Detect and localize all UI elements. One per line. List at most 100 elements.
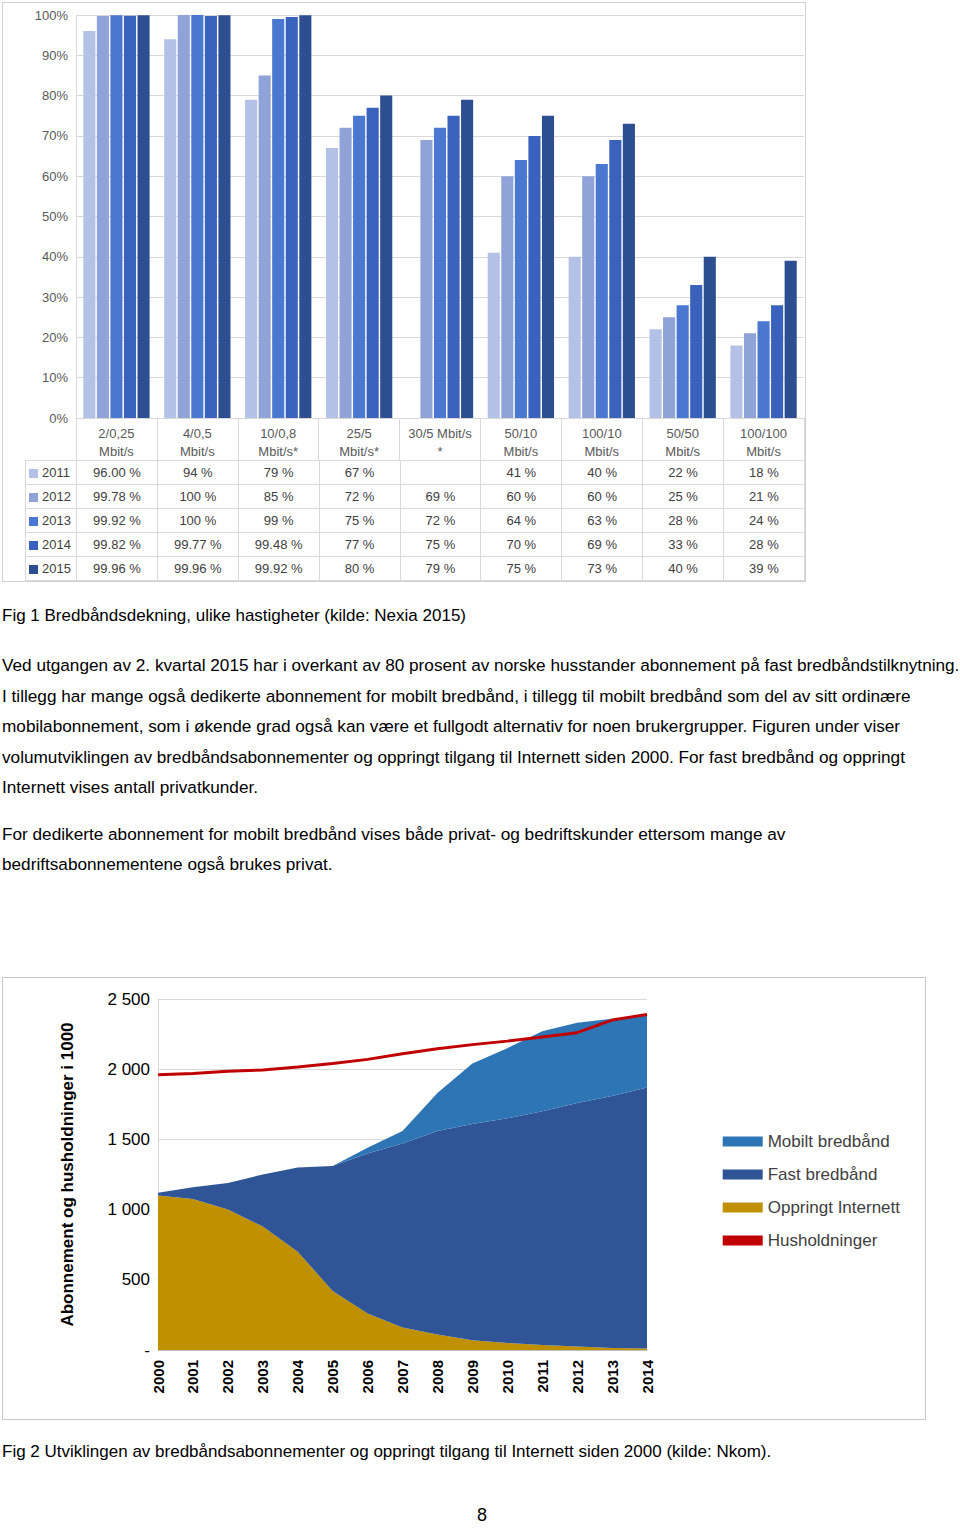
html-text:75 %: 75 % bbox=[425, 537, 456, 552]
html-text:Fig 2 Utviklingen av bredbånds: Fig 2 Utviklingen av bredbåndsabonnement… bbox=[2, 1442, 772, 1461]
html-text:99.78 %: 99.78 % bbox=[93, 489, 141, 504]
svg-text:2003: 2003 bbox=[254, 1360, 271, 1393]
html-text:Fig 1 Bredbåndsdekning, ulike: Fig 1 Bredbåndsdekning, ulike hastighete… bbox=[2, 606, 466, 625]
svg-text:40%: 40% bbox=[42, 249, 68, 264]
svg-text:Mbit/s: Mbit/s bbox=[504, 444, 539, 459]
html-text:94 %: 94 % bbox=[183, 465, 213, 480]
svg-text:2 000: 2 000 bbox=[107, 1060, 150, 1079]
html-text:25 %: 25 % bbox=[668, 489, 698, 504]
svg-text:-: - bbox=[144, 1341, 150, 1360]
svg-text:100%: 100% bbox=[35, 8, 69, 23]
svg-text:50/50: 50/50 bbox=[666, 426, 699, 441]
svg-text:2/0,25: 2/0,25 bbox=[98, 426, 134, 441]
svg-text:2011: 2011 bbox=[534, 1360, 551, 1393]
html-text:24 %: 24 % bbox=[749, 513, 779, 528]
svg-text:50%: 50% bbox=[42, 209, 68, 224]
html-text:99.82 %: 99.82 % bbox=[93, 537, 141, 552]
svg-text:2012: 2012 bbox=[569, 1360, 586, 1393]
svg-text:Fast bredbånd: Fast bredbånd bbox=[768, 1165, 878, 1184]
svg-text:Abonnement og husholdninger i: Abonnement og husholdninger i 1000 bbox=[58, 1022, 77, 1326]
svg-text:2 500: 2 500 bbox=[107, 990, 150, 1009]
svg-text:Mobilt bredbånd: Mobilt bredbånd bbox=[768, 1132, 890, 1151]
svg-text:Mbit/s: Mbit/s bbox=[746, 444, 781, 459]
svg-text:2007: 2007 bbox=[394, 1360, 411, 1393]
html-text:2013: 2013 bbox=[42, 513, 71, 528]
html-text:60 %: 60 % bbox=[506, 489, 537, 504]
svg-text:2001: 2001 bbox=[184, 1360, 201, 1393]
html-text:33 %: 33 % bbox=[668, 537, 698, 552]
svg-text:10%: 10% bbox=[42, 370, 68, 385]
svg-text:Mbit/s: Mbit/s bbox=[584, 444, 619, 459]
svg-text:2008: 2008 bbox=[429, 1360, 446, 1393]
svg-text:100/10: 100/10 bbox=[582, 426, 622, 441]
html-text:18 %: 18 % bbox=[749, 465, 779, 480]
html-text:For dedikerte abonnement for m: For dedikerte abonnement for mobilt bred… bbox=[2, 823, 786, 874]
svg-text:2002: 2002 bbox=[219, 1360, 236, 1393]
svg-text:80%: 80% bbox=[42, 88, 68, 103]
svg-text:2014: 2014 bbox=[639, 1359, 656, 1393]
svg-text:0%: 0% bbox=[49, 411, 68, 426]
svg-text:2004: 2004 bbox=[289, 1359, 306, 1393]
html-text:96.00 %: 96.00 % bbox=[93, 465, 141, 480]
html-text:40 %: 40 % bbox=[587, 465, 617, 480]
html-text:99 %: 99 % bbox=[263, 513, 294, 528]
html-text:99.48 %: 99.48 % bbox=[254, 537, 303, 552]
html-text:99.92 %: 99.92 % bbox=[93, 513, 141, 528]
svg-text:2009: 2009 bbox=[464, 1360, 481, 1393]
svg-text:2010: 2010 bbox=[499, 1360, 516, 1393]
svg-text:2000: 2000 bbox=[150, 1360, 167, 1393]
html-text:2012: 2012 bbox=[42, 489, 71, 504]
html-text:69 %: 69 % bbox=[425, 489, 456, 504]
html-text:99.77 %: 99.77 % bbox=[174, 537, 222, 552]
svg-text:500: 500 bbox=[122, 1270, 150, 1289]
svg-text:2005: 2005 bbox=[324, 1360, 341, 1393]
svg-text:60%: 60% bbox=[42, 169, 68, 184]
html-text:60 %: 60 % bbox=[587, 489, 617, 504]
html-text:28 %: 28 % bbox=[749, 537, 779, 552]
html-text:2014: 2014 bbox=[42, 537, 71, 552]
svg-text:10/0,8: 10/0,8 bbox=[260, 426, 296, 441]
svg-text:Oppringt Internett: Oppringt Internett bbox=[768, 1198, 901, 1217]
svg-text:Husholdninger: Husholdninger bbox=[768, 1231, 878, 1250]
svg-text:2013: 2013 bbox=[604, 1360, 621, 1393]
html-text:70 %: 70 % bbox=[506, 537, 537, 552]
svg-text:Mbit/s: Mbit/s bbox=[180, 444, 215, 459]
svg-text:Mbit/s*: Mbit/s* bbox=[339, 444, 379, 459]
svg-text:1 500: 1 500 bbox=[107, 1130, 150, 1149]
html-text:64 %: 64 % bbox=[506, 513, 537, 528]
html-text:28 %: 28 % bbox=[668, 513, 698, 528]
svg-text:25/5: 25/5 bbox=[346, 426, 371, 441]
html-text:41 %: 41 % bbox=[506, 465, 537, 480]
html-text:72 %: 72 % bbox=[344, 489, 375, 504]
html-text:85 %: 85 % bbox=[263, 489, 294, 504]
html-text:99.96 %: 99.96 % bbox=[93, 561, 141, 576]
svg-text:30/5 Mbit/s: 30/5 Mbit/s bbox=[408, 426, 472, 441]
html-text:100 %: 100 % bbox=[179, 513, 217, 528]
svg-text:90%: 90% bbox=[42, 48, 68, 63]
svg-text:Mbit/s*: Mbit/s* bbox=[258, 444, 298, 459]
html-text:2015: 2015 bbox=[42, 561, 71, 576]
svg-text:20%: 20% bbox=[42, 330, 68, 345]
svg-text:1 000: 1 000 bbox=[107, 1200, 150, 1219]
svg-text:4/0,5: 4/0,5 bbox=[183, 426, 212, 441]
html-text:75 %: 75 % bbox=[344, 513, 375, 528]
html-text:63 %: 63 % bbox=[587, 513, 617, 528]
html-text:72 %: 72 % bbox=[425, 513, 456, 528]
html-text:100 %: 100 % bbox=[179, 489, 217, 504]
svg-text:30%: 30% bbox=[42, 290, 68, 305]
html-text:79 %: 79 % bbox=[263, 465, 294, 480]
svg-text:50/10: 50/10 bbox=[505, 426, 538, 441]
svg-text:*: * bbox=[437, 444, 442, 459]
html-text:21 %: 21 % bbox=[749, 489, 779, 504]
svg-text:100/100: 100/100 bbox=[740, 426, 787, 441]
html-text:67 %: 67 % bbox=[344, 465, 375, 480]
svg-text:2006: 2006 bbox=[359, 1360, 376, 1393]
html-text:Ved utgangen av 2. kvartal 201: Ved utgangen av 2. kvartal 2015 har i ov… bbox=[2, 655, 960, 797]
html-text:22 %: 22 % bbox=[668, 465, 698, 480]
svg-text:Mbit/s: Mbit/s bbox=[99, 444, 134, 459]
html-text:2011: 2011 bbox=[42, 465, 70, 480]
svg-text:Mbit/s: Mbit/s bbox=[665, 444, 700, 459]
html-text:69 %: 69 % bbox=[587, 537, 617, 552]
svg-text:70%: 70% bbox=[42, 128, 68, 143]
html-text:77 %: 77 % bbox=[344, 537, 375, 552]
